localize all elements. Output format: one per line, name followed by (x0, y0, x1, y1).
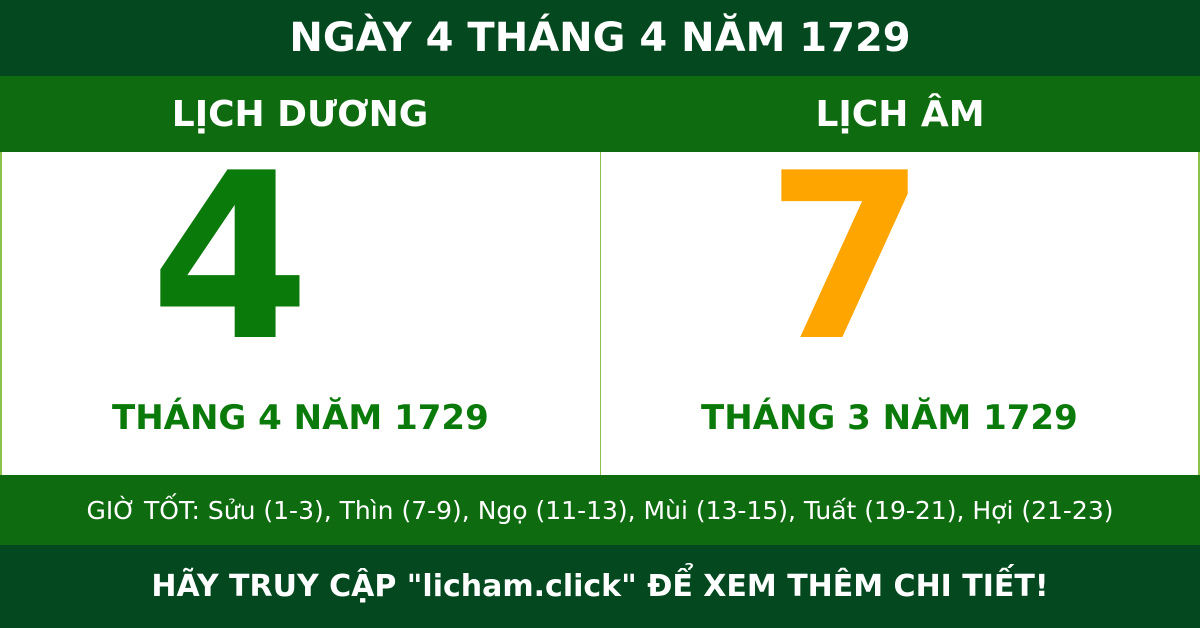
lunar-day: 7 (766, 125, 927, 392)
footer-cta: HÃY TRUY CẬP "licham.click" ĐỂ XEM THÊM … (0, 545, 1200, 628)
lunar-heading: LỊCH ÂM (815, 93, 985, 135)
solar-day: 4 (150, 125, 311, 392)
page-title: NGÀY 4 THÁNG 4 NĂM 1729 (0, 0, 1200, 76)
good-hours: GIỜ TỐT: Sửu (1-3), Thìn (7-9), Ngọ (11-… (0, 475, 1200, 545)
solar-panel: 4 THÁNG 4 NĂM 1729 (0, 144, 600, 475)
solar-heading: LỊCH DƯƠNG (171, 93, 429, 135)
lunar-panel: 7 THÁNG 3 NĂM 1729 (600, 144, 1200, 475)
calendar-headings: LỊCH DƯƠNG LỊCH ÂM (0, 76, 1200, 152)
lunar-month-year: THÁNG 3 NĂM 1729 (701, 398, 1078, 438)
calendar-body: 4 THÁNG 4 NĂM 1729 7 THÁNG 3 NĂM 1729 (0, 144, 1200, 475)
solar-month-year: THÁNG 4 NĂM 1729 (112, 398, 489, 438)
